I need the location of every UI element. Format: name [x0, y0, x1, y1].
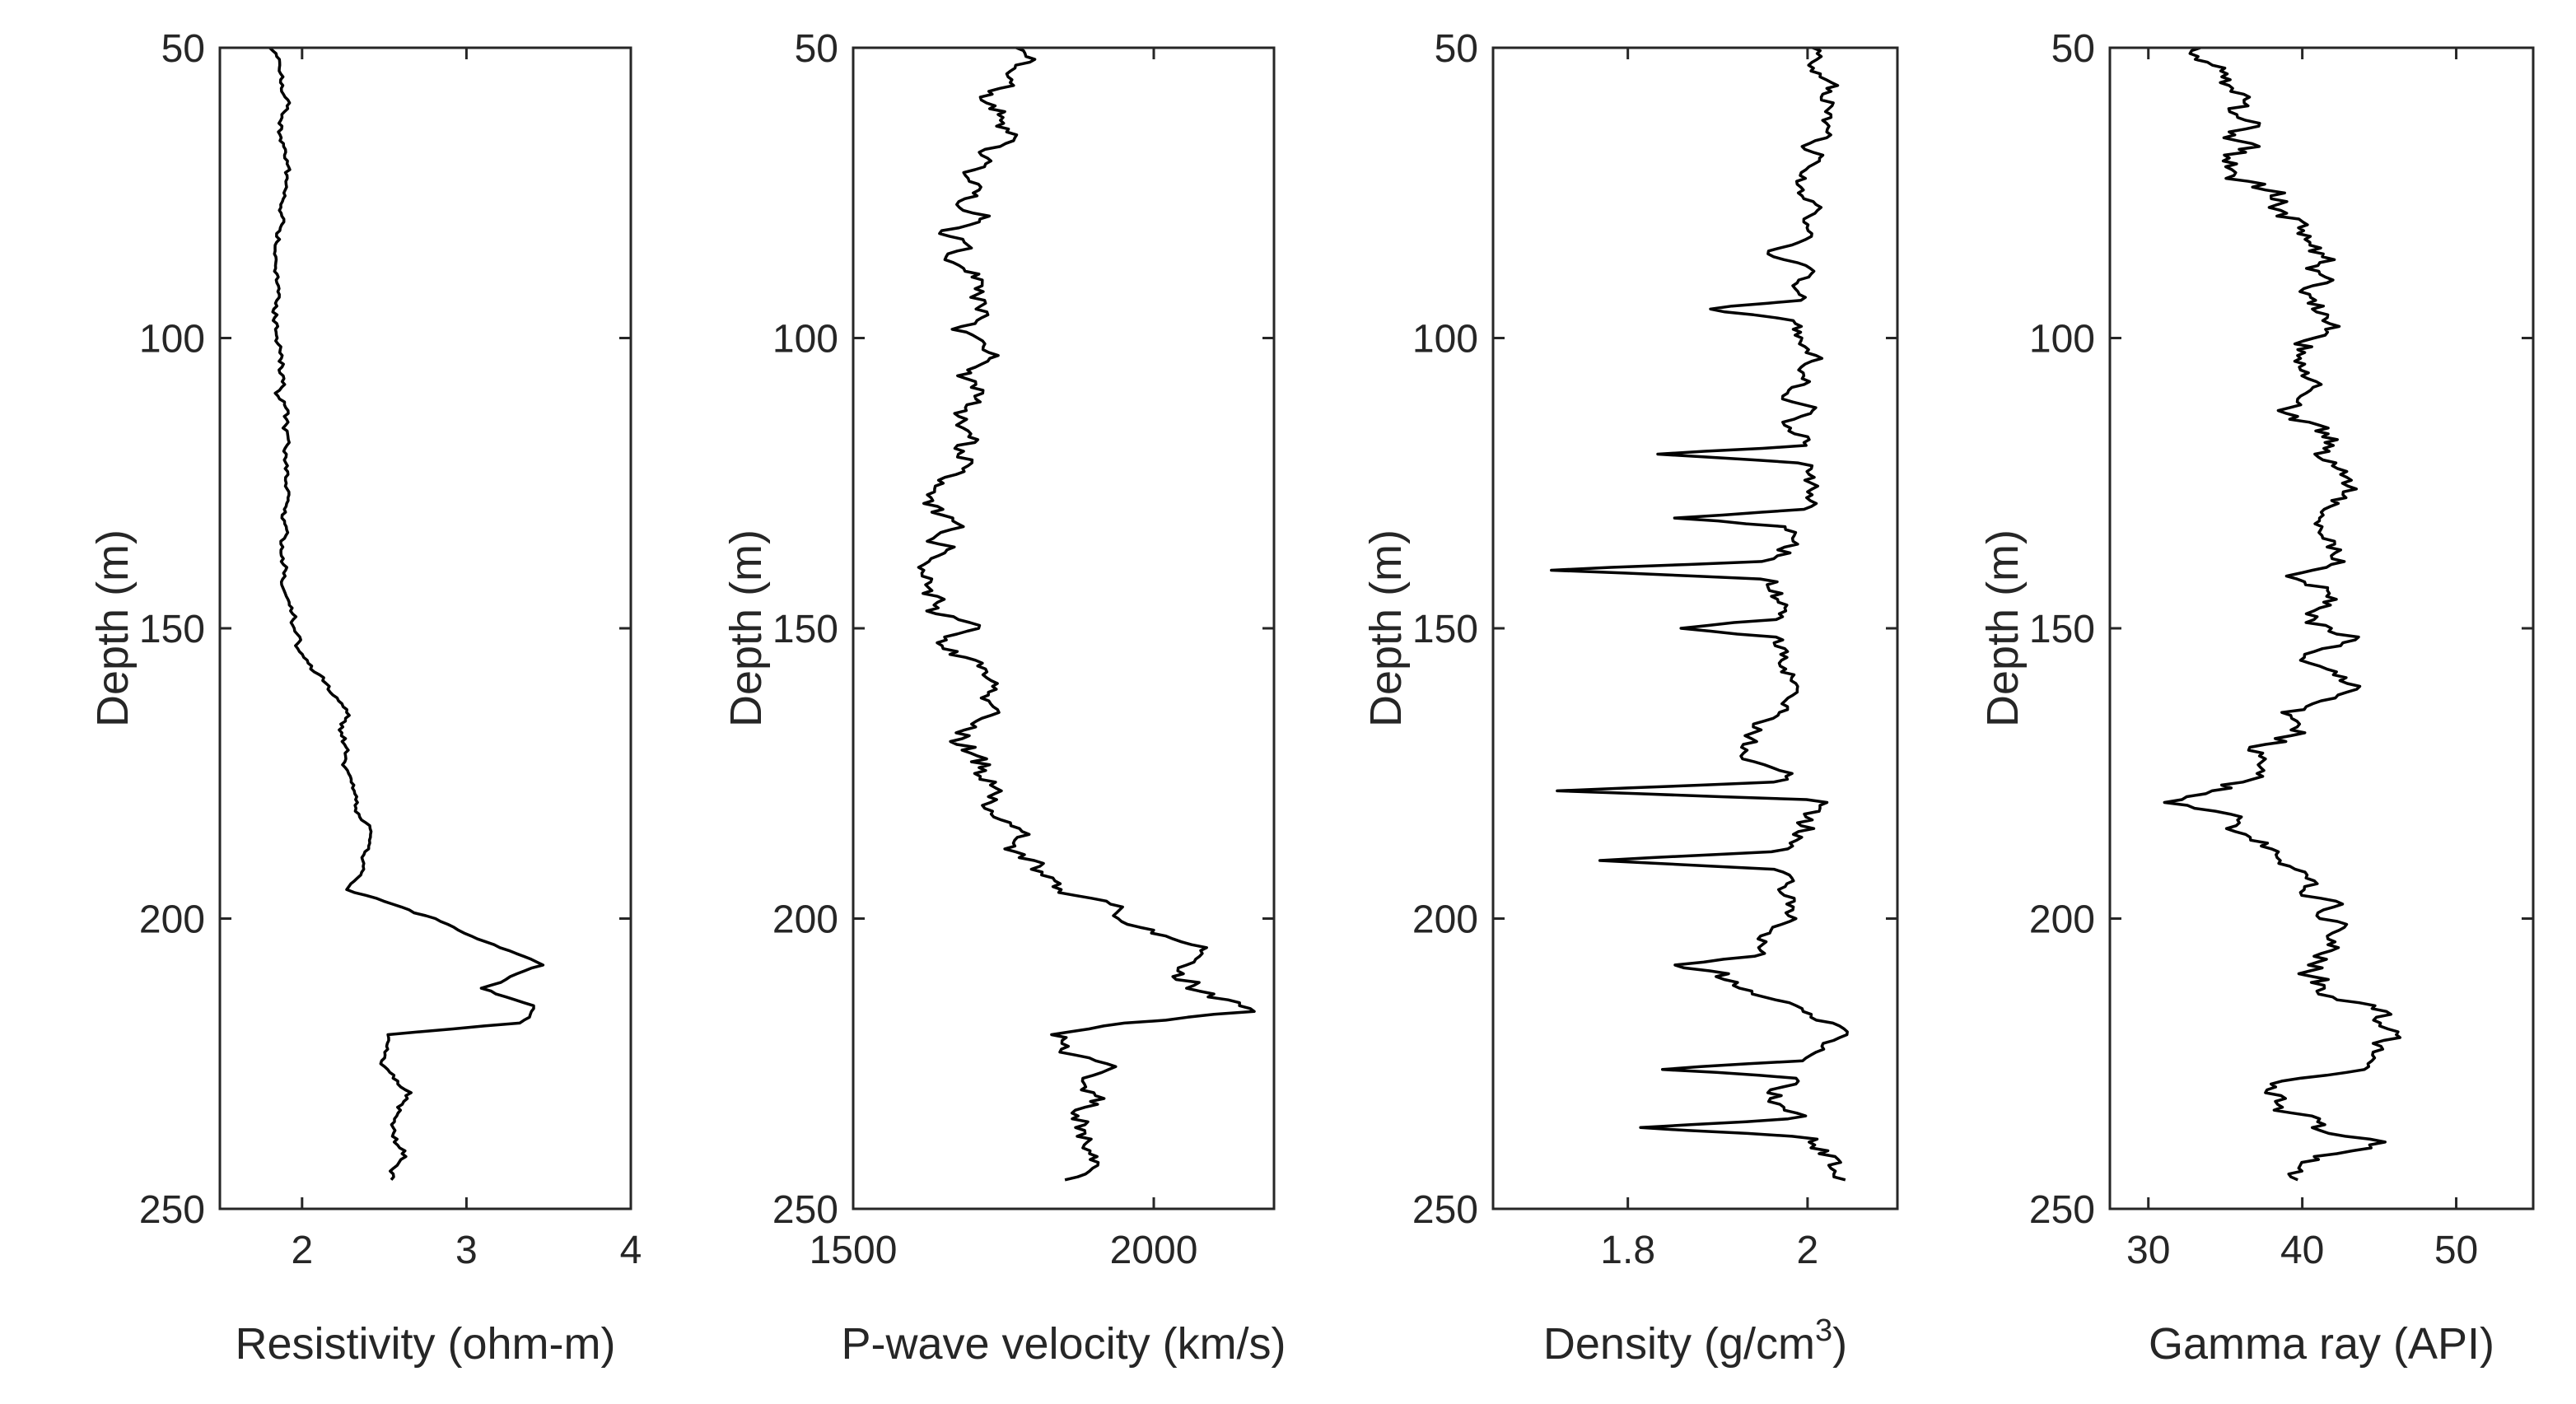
- p-wave-velocity-ytick-label: 50: [795, 27, 838, 71]
- gamma-ray-ytick-label: 50: [2051, 27, 2095, 71]
- p-wave-velocity-ytick-label: 200: [772, 898, 838, 942]
- resistivity-ytick-label: 200: [139, 898, 205, 942]
- resistivity-ytick-label: 100: [139, 318, 205, 361]
- density-ytick-label: 100: [1412, 318, 1478, 361]
- gamma-ray-ytick-label: 250: [2029, 1188, 2095, 1232]
- resistivity-ytick-label: 50: [161, 27, 205, 71]
- resistivity-xtick-label: 3: [455, 1229, 478, 1272]
- resistivity-ytick-label: 250: [139, 1188, 205, 1232]
- gamma-ray-ytick-label: 200: [2029, 898, 2095, 942]
- resistivity-xtick-label: 4: [620, 1229, 642, 1272]
- gamma-ray-trace: [2163, 46, 2402, 1182]
- p-wave-velocity-xlabel: P-wave velocity (km/s): [841, 1319, 1286, 1369]
- density-ytick-label: 50: [1435, 27, 1478, 71]
- resistivity-trace: [268, 46, 545, 1181]
- p-wave-velocity-ylabel: Depth (m): [721, 529, 771, 727]
- gamma-ray-xtick-label: 40: [2280, 1229, 2324, 1272]
- gamma-ray-ytick-label: 100: [2029, 318, 2095, 361]
- gamma-ray-ylabel: Depth (m): [1978, 529, 2028, 727]
- p-wave-velocity-ytick-label: 100: [772, 318, 838, 361]
- p-wave-velocity-ytick-label: 250: [772, 1188, 838, 1232]
- gamma-ray-xtick-label: 30: [2126, 1229, 2170, 1272]
- resistivity-ylabel: Depth (m): [88, 529, 138, 727]
- gamma-ray-xlabel: Gamma ray (API): [2149, 1319, 2494, 1369]
- density-ytick-label: 250: [1412, 1188, 1478, 1232]
- resistivity-xtick-label: 2: [291, 1229, 313, 1272]
- resistivity-xlabel: Resistivity (ohm-m): [235, 1319, 615, 1369]
- p-wave-velocity-xtick-label: 1500: [810, 1229, 898, 1272]
- density-panel: 50 100 150 200 250 1.8 2 Depth (m) Density (g/cm…: [1361, 27, 1899, 1369]
- density-ytick-label: 150: [1412, 608, 1478, 651]
- density-xlabel: Density (g/cm3): [1543, 1313, 1847, 1369]
- gamma-ray-panel: 50 100 150 200 250 30 40 50 Depth (m) Gamma ray (…: [1978, 27, 2535, 1369]
- p-wave-velocity-trace: [917, 46, 1256, 1182]
- gamma-ray-xtick-label: 50: [2434, 1229, 2478, 1272]
- resistivity-ytick-label: 150: [139, 608, 205, 651]
- p-wave-velocity-ytick-label: 150: [772, 608, 838, 651]
- density-trace: [1550, 46, 1849, 1182]
- density-xtick-label: 1.8: [1600, 1229, 1655, 1272]
- p-wave-velocity-xtick-label: 2000: [1110, 1229, 1198, 1272]
- density-ytick-label: 200: [1412, 898, 1478, 942]
- density-ylabel: Depth (m): [1361, 529, 1411, 727]
- resistivity-panel: 50 100 150 200 250 2 3 4 Depth (m) Resistivity (o…: [88, 27, 642, 1369]
- gamma-ray-ytick-label: 150: [2029, 608, 2095, 651]
- density-xtick-label: 2: [1797, 1229, 1819, 1272]
